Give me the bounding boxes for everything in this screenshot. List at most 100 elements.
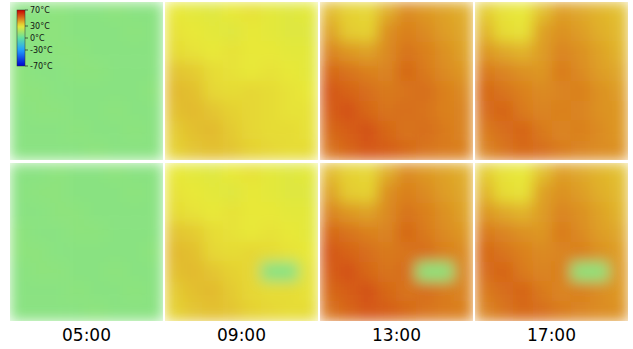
heat-cell (203, 203, 223, 223)
heat-cell (377, 301, 397, 321)
heat-cell (377, 282, 397, 302)
heat-cell (552, 282, 572, 302)
heat-cell (454, 203, 473, 223)
colorbar-label: 0°C (30, 34, 45, 43)
heat-cell (377, 2, 397, 22)
heat-cell (494, 2, 514, 22)
time-label: 17:00 (527, 325, 576, 345)
heat-cell (48, 2, 68, 22)
panel (165, 2, 319, 161)
heat-cell (320, 22, 340, 42)
heat-cell (48, 262, 68, 282)
heat-cell (320, 121, 340, 141)
heat-cell (397, 163, 417, 183)
heat-cell (222, 203, 242, 223)
heat-cell (416, 203, 436, 223)
heat-cell (125, 282, 145, 302)
heat-cell (339, 140, 359, 160)
heat-cell (609, 282, 628, 302)
heat-cell (48, 242, 68, 262)
heat-cell (144, 203, 163, 223)
heat-cell (320, 2, 340, 22)
heat-cell (552, 163, 572, 183)
heat-cell (261, 183, 281, 203)
heat-cell (184, 81, 204, 101)
heat-cell (203, 242, 223, 262)
heat-cell (397, 222, 417, 242)
heat-cell (320, 282, 340, 302)
heat-cell (377, 163, 397, 183)
heat-cell (203, 183, 223, 203)
heat-cell (48, 22, 68, 42)
heat-cell (67, 140, 87, 160)
heat-cell (261, 121, 281, 141)
heat-cell (494, 22, 514, 42)
heat-cell (165, 163, 185, 183)
heat-cell (590, 301, 610, 321)
heat-cell (106, 301, 126, 321)
heat-cell (222, 262, 242, 282)
heat-cell (532, 81, 552, 101)
heat-cell (513, 81, 533, 101)
heat-cell (552, 101, 572, 121)
heat-cell (106, 42, 126, 62)
heat-cell (165, 61, 185, 81)
heat-cell (144, 183, 163, 203)
heat-cell (67, 163, 87, 183)
heat-cell (165, 2, 185, 22)
heat-cell (571, 101, 591, 121)
heat-cell (532, 42, 552, 62)
heat-cell (280, 81, 300, 101)
heat-cell (571, 301, 591, 321)
heat-cell (571, 242, 591, 262)
heat-cell (87, 22, 107, 42)
time-label: 05:00 (62, 325, 111, 345)
heat-cell (532, 61, 552, 81)
heat-cell (222, 183, 242, 203)
heat-cell (125, 262, 145, 282)
heat-field (10, 2, 163, 160)
heat-cell (397, 61, 417, 81)
heat-cell (280, 222, 300, 242)
heat-cell (261, 203, 281, 223)
heat-cell (397, 242, 417, 262)
heat-cell (67, 2, 87, 22)
heat-cell (299, 81, 318, 101)
heat-cell (87, 301, 107, 321)
heat-cell (299, 2, 318, 22)
heat-cell (10, 140, 30, 160)
heat-cell (494, 222, 514, 242)
heat-cell (125, 2, 145, 22)
heat-cell (222, 2, 242, 22)
heat-cell (144, 81, 163, 101)
panel (10, 2, 164, 161)
heat-cell (416, 81, 436, 101)
heat-cell (475, 121, 495, 141)
heat-cell (358, 42, 378, 62)
heat-cell (222, 42, 242, 62)
heat-cell (532, 163, 552, 183)
heat-cell (184, 140, 204, 160)
heat-cell (552, 242, 572, 262)
heat-cell (165, 222, 185, 242)
heat-cell (358, 101, 378, 121)
heat-cell (184, 203, 204, 223)
heat-cell (261, 22, 281, 42)
heat-cell (165, 242, 185, 262)
heat-cell (590, 2, 610, 22)
heat-cell (299, 242, 318, 262)
heat-cell (513, 22, 533, 42)
heat-cell (203, 140, 223, 160)
heat-cell (435, 101, 455, 121)
heat-cell (552, 301, 572, 321)
heat-cell (67, 61, 87, 81)
heat-cell (475, 203, 495, 223)
heat-cell (609, 262, 628, 282)
heat-cell (10, 222, 30, 242)
heat-cell (552, 183, 572, 203)
heat-cell (513, 121, 533, 141)
colorbar-gradient (17, 10, 25, 66)
heat-cell (358, 222, 378, 242)
heat-cell (222, 242, 242, 262)
heat-cell (358, 121, 378, 141)
